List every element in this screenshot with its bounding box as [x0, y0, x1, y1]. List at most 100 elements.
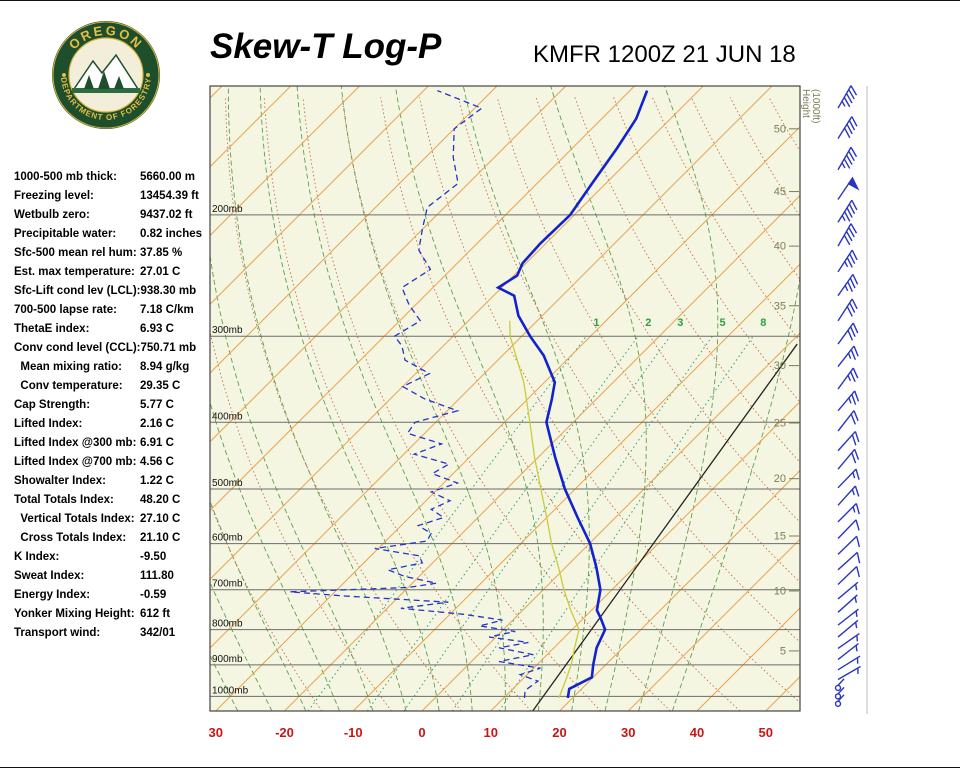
wind-barb	[837, 619, 859, 638]
height-label: 25	[774, 418, 786, 430]
chart-background	[210, 86, 800, 711]
dewpoint-trace	[290, 89, 541, 698]
wind-barb	[837, 273, 859, 297]
height-axis-title: Height	[800, 89, 811, 118]
stat-value: 5660.00 m	[140, 171, 195, 183]
temp-axis-label: 30	[621, 725, 635, 740]
wind-barb	[837, 116, 858, 139]
stat-label: Energy Index:	[14, 589, 91, 601]
wind-barb	[837, 502, 860, 523]
mixing-ratio-label: 5	[720, 317, 726, 329]
height-label: 40	[774, 241, 786, 253]
wind-barb	[837, 551, 861, 571]
stat-row: Lifted Index @300 mb: 6.91 C	[14, 434, 214, 453]
stat-row: 700-500 lapse rate: 7.18 C/km	[14, 301, 214, 320]
isobar-label: 600mb	[212, 533, 243, 544]
stat-row: Mean mixing ratio: 8.94 g/kg	[14, 358, 214, 377]
stat-value: 750.71 mb	[140, 342, 197, 354]
wind-barb	[837, 608, 859, 626]
height-axis-subtitle: (1000ft)	[810, 89, 821, 123]
stat-value: -0.59	[140, 589, 167, 601]
wind-barb	[837, 519, 860, 540]
wind-barb	[837, 367, 859, 390]
wind-barb	[837, 535, 861, 555]
wind-barb	[837, 410, 859, 432]
stat-row: Showalter Index: 1.22 C	[14, 472, 214, 491]
wind-barb	[837, 322, 859, 345]
stat-label: 700-500 lapse rate:	[14, 304, 117, 316]
stat-label: Lifted Index:	[14, 418, 83, 430]
temp-axis-label: 30	[209, 725, 223, 740]
wind-barb-column: Height (1000ft)	[800, 85, 868, 714]
stat-value: 342/01	[140, 627, 176, 639]
stat-row: Transport wind: 342/01	[14, 624, 214, 643]
stat-label: Conv cond level (CCL):	[14, 342, 141, 354]
stat-label: Wetbulb zero:	[14, 209, 90, 221]
stat-value: 4.56 C	[140, 456, 174, 468]
temp-axis-label: 10	[484, 725, 498, 740]
stat-value: 48.20 C	[140, 494, 181, 506]
stat-row: Wetbulb zero: 9437.02 ft	[14, 206, 214, 225]
stat-row: ThetaE index: 6.93 C	[14, 320, 214, 339]
moist-adiabats	[210, 86, 800, 711]
stat-row: Conv cond level (CCL):750.71 mb	[14, 339, 214, 358]
wind-barb	[837, 85, 858, 109]
isobar-label: 1000mb	[212, 685, 249, 696]
odf-logo-icon: OREGON DEPARTMENT OF FORESTRY	[52, 21, 160, 129]
height-label: 35	[774, 300, 786, 312]
isobar-label: 900mb	[212, 654, 243, 665]
stat-value: 6.93 C	[140, 323, 174, 335]
stat-label: Lifted Index @700 mb:	[14, 456, 137, 468]
stat-value: 13454.39 ft	[140, 190, 199, 202]
wind-barb	[837, 176, 860, 200]
stat-row: Cap Strength: 5.77 C	[14, 396, 214, 415]
height-label: 20	[774, 473, 786, 485]
stat-label: Cap Strength:	[14, 399, 91, 411]
wind-barb	[837, 298, 858, 322]
wind-barb	[837, 632, 860, 650]
temperature-trace	[495, 90, 649, 699]
stat-row: Lifted Index: 2.16 C	[14, 415, 214, 434]
mixing-ratio-label: 3	[677, 317, 683, 329]
stat-row: Cross Totals Index: 21.10 C	[14, 529, 214, 548]
stat-value: 2.16 C	[140, 418, 174, 430]
stat-value: 5.77 C	[140, 399, 174, 411]
stat-label: K Index:	[14, 551, 60, 563]
stat-row: Lifted Index @700 mb: 4.56 C	[14, 453, 214, 472]
temp-axis-label: 20	[552, 725, 566, 740]
stat-label: Sweat Index:	[14, 570, 85, 582]
wind-barb	[837, 199, 858, 223]
stat-value: 37.85 %	[140, 247, 183, 259]
wind-barb	[837, 581, 859, 600]
height-label: 15	[774, 530, 786, 542]
stats-panel: 1000-500 mb thick: 5660.00 m Freezing leve…	[14, 168, 214, 643]
stat-label: Transport wind:	[14, 627, 101, 639]
skewt-chart: 200mb 300mb 400mb 500mb 600mb 700mb 800mb 900mb…	[209, 85, 801, 740]
stat-value: 0.82 inches	[140, 228, 203, 240]
stat-label: Freezing level:	[14, 190, 94, 202]
temp-axis-label: 50	[759, 725, 773, 740]
wind-barb	[837, 665, 861, 681]
stat-label: Showalter Index:	[14, 475, 107, 487]
stat-row: K Index: -9.50	[14, 548, 214, 567]
stat-row: Vertical Totals Index: 27.10 C	[14, 510, 214, 529]
stat-row: Freezing level: 13454.39 ft	[14, 187, 214, 206]
stat-row: Sweat Index: 111.80	[14, 567, 214, 586]
mixing-ratio-label: 1	[593, 317, 599, 329]
stat-row: Sfc-Lift cond lev (LCL):938.30 mb	[14, 282, 214, 301]
stat-value: 111.80	[140, 570, 174, 582]
wind-barb	[837, 485, 860, 506]
stat-value: 6.91 C	[140, 437, 174, 449]
wind-barb	[834, 678, 845, 692]
chart-title: Skew-T Log-P	[210, 27, 442, 66]
height-label: 45	[774, 186, 786, 198]
stat-label: 1000-500 mb thick:	[14, 171, 117, 183]
stat-value: 29.35 C	[140, 380, 181, 392]
stat-row: Yonker Mixing Height: 612 ft	[14, 605, 214, 624]
mixing-ratio-label: 2	[645, 317, 651, 329]
stat-row: 1000-500 mb thick: 5660.00 m	[14, 168, 214, 187]
height-label: 50	[774, 123, 786, 135]
logo-trees-icon	[84, 71, 124, 89]
isobar-label: 200mb	[212, 204, 243, 215]
